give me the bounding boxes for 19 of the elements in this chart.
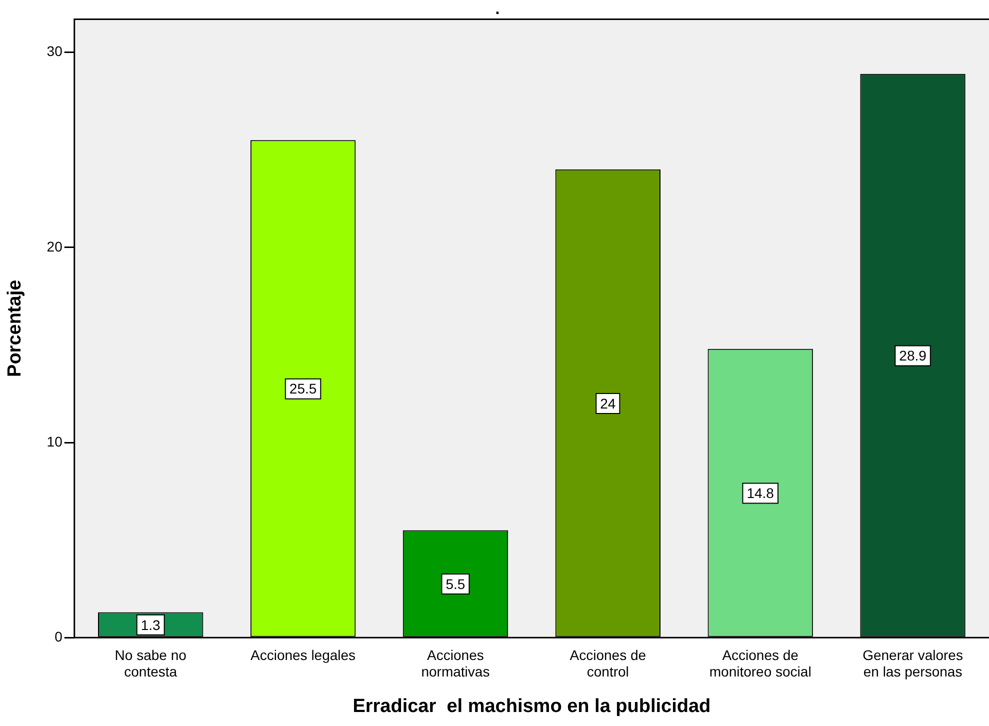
y-axis-title: Porcentaje <box>4 280 26 377</box>
y-tick-label: 20 <box>46 238 63 254</box>
data-label: 24 <box>600 395 616 412</box>
data-label: 28.9 <box>899 348 927 364</box>
data-label: 14.8 <box>746 485 774 502</box>
data-label: 5.5 <box>446 576 466 592</box>
x-tick-label: Acciones de control <box>570 646 646 680</box>
x-axis-title: Erradicar el machismo en la publicidad <box>352 696 711 717</box>
x-tick-label: Acciones de monitoreo social <box>709 646 812 680</box>
y-tick-label: 10 <box>46 433 63 450</box>
y-tick-label: 0 <box>54 628 63 644</box>
x-tick-label: Generar valores en las personas <box>862 646 963 680</box>
y-tick-label: 30 <box>46 43 63 60</box>
x-tick-label: Acciones normativas <box>421 646 490 680</box>
x-tick-label: Acciones legales <box>250 646 356 663</box>
x-tick-label: No sabe no contesta <box>114 646 187 680</box>
chart-title: . <box>495 1 500 18</box>
data-label: 25.5 <box>289 380 317 397</box>
data-label: 1.3 <box>140 616 161 633</box>
